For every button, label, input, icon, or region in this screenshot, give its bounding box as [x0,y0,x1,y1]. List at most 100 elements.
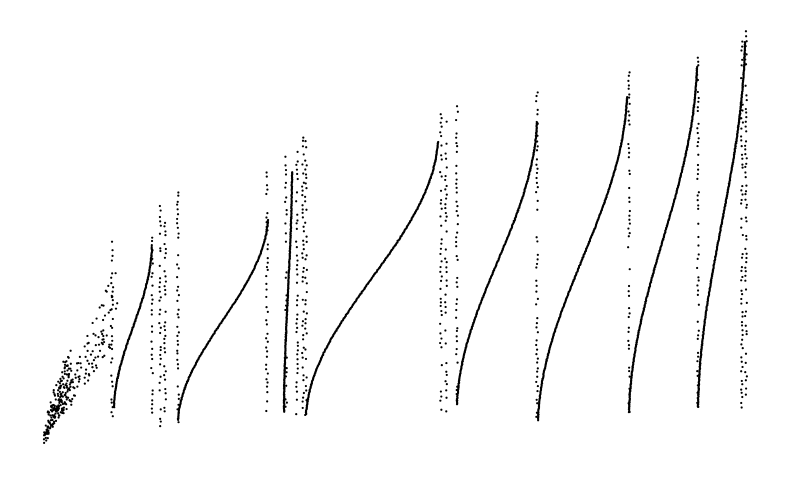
data-point [176,299,179,302]
data-point [456,110,459,113]
data-point [741,365,744,369]
data-point [305,208,308,211]
data-point [744,107,747,111]
data-point [536,108,539,111]
data-point [455,353,458,356]
data-point [439,341,442,345]
data-point [439,189,443,192]
data-point [740,343,743,346]
data-point [159,353,162,357]
data-point [158,389,161,392]
data-point [158,232,162,235]
data-point [105,334,108,337]
data-point [163,242,166,246]
data-point [304,182,307,185]
data-point [83,382,86,385]
data-point [696,293,699,296]
data-point [100,341,103,344]
data-point [304,140,307,143]
data-point [444,188,447,191]
data-point [285,367,288,370]
data-point [744,393,747,396]
data-point [266,257,269,260]
data-point [301,216,304,219]
data-point [163,337,166,340]
data-point [536,384,539,388]
data-point [90,362,94,365]
data-point [150,407,153,410]
data-point [94,334,97,337]
data-point [296,273,299,276]
data-point [57,394,60,397]
data-point [696,172,700,176]
data-point [164,280,167,283]
data-point [110,411,113,414]
data-point [151,272,154,275]
data-point [158,285,161,289]
data-point [111,295,114,298]
data-point [164,392,167,395]
data-point [158,215,161,219]
data-point [304,200,307,203]
data-point [697,191,700,194]
data-point [440,134,443,138]
data-point [445,266,448,269]
data-point [304,299,307,302]
data-point [455,316,458,319]
data-point [439,301,443,304]
data-point [285,371,288,374]
data-point [535,398,538,401]
data-point [150,302,154,305]
data-point [455,150,458,153]
data-point [741,333,744,337]
data-point [440,364,443,367]
data-point [740,117,743,120]
data-point [536,186,539,189]
data-point [445,396,448,399]
data-point [445,270,448,274]
data-point [295,381,298,384]
data-point [63,402,66,405]
data-point [73,394,77,397]
data-point [150,330,154,333]
data-point [627,315,630,319]
data-point [296,349,299,352]
data-point [439,113,442,116]
data-point [740,256,744,259]
data-point [744,352,748,355]
data-point [745,203,748,206]
data-point [61,375,64,378]
data-point [98,349,102,352]
data-point [535,158,539,161]
data-point [455,136,458,139]
data-point [177,236,180,239]
data-point [440,408,443,411]
data-point [745,330,748,333]
data-point [163,378,167,381]
data-point [626,95,629,99]
data-point [66,396,70,399]
data-point [455,302,458,306]
data-point [440,207,443,210]
data-point [301,276,304,279]
data-point [744,84,747,87]
data-point [697,153,700,156]
data-point [301,256,304,259]
data-point [158,313,161,316]
data-point [150,340,153,343]
data-point [44,436,47,439]
data-point [440,175,443,178]
data-point [266,211,269,215]
data-point [301,252,304,255]
data-point [100,304,103,307]
data-point [445,261,448,264]
data-point [740,302,743,305]
data-point [745,234,748,238]
data-point [177,308,180,311]
data-point [628,151,631,154]
data-point [628,268,631,271]
data-point [68,389,71,392]
data-point [697,244,700,247]
data-point [159,408,162,411]
data-point [302,346,305,349]
